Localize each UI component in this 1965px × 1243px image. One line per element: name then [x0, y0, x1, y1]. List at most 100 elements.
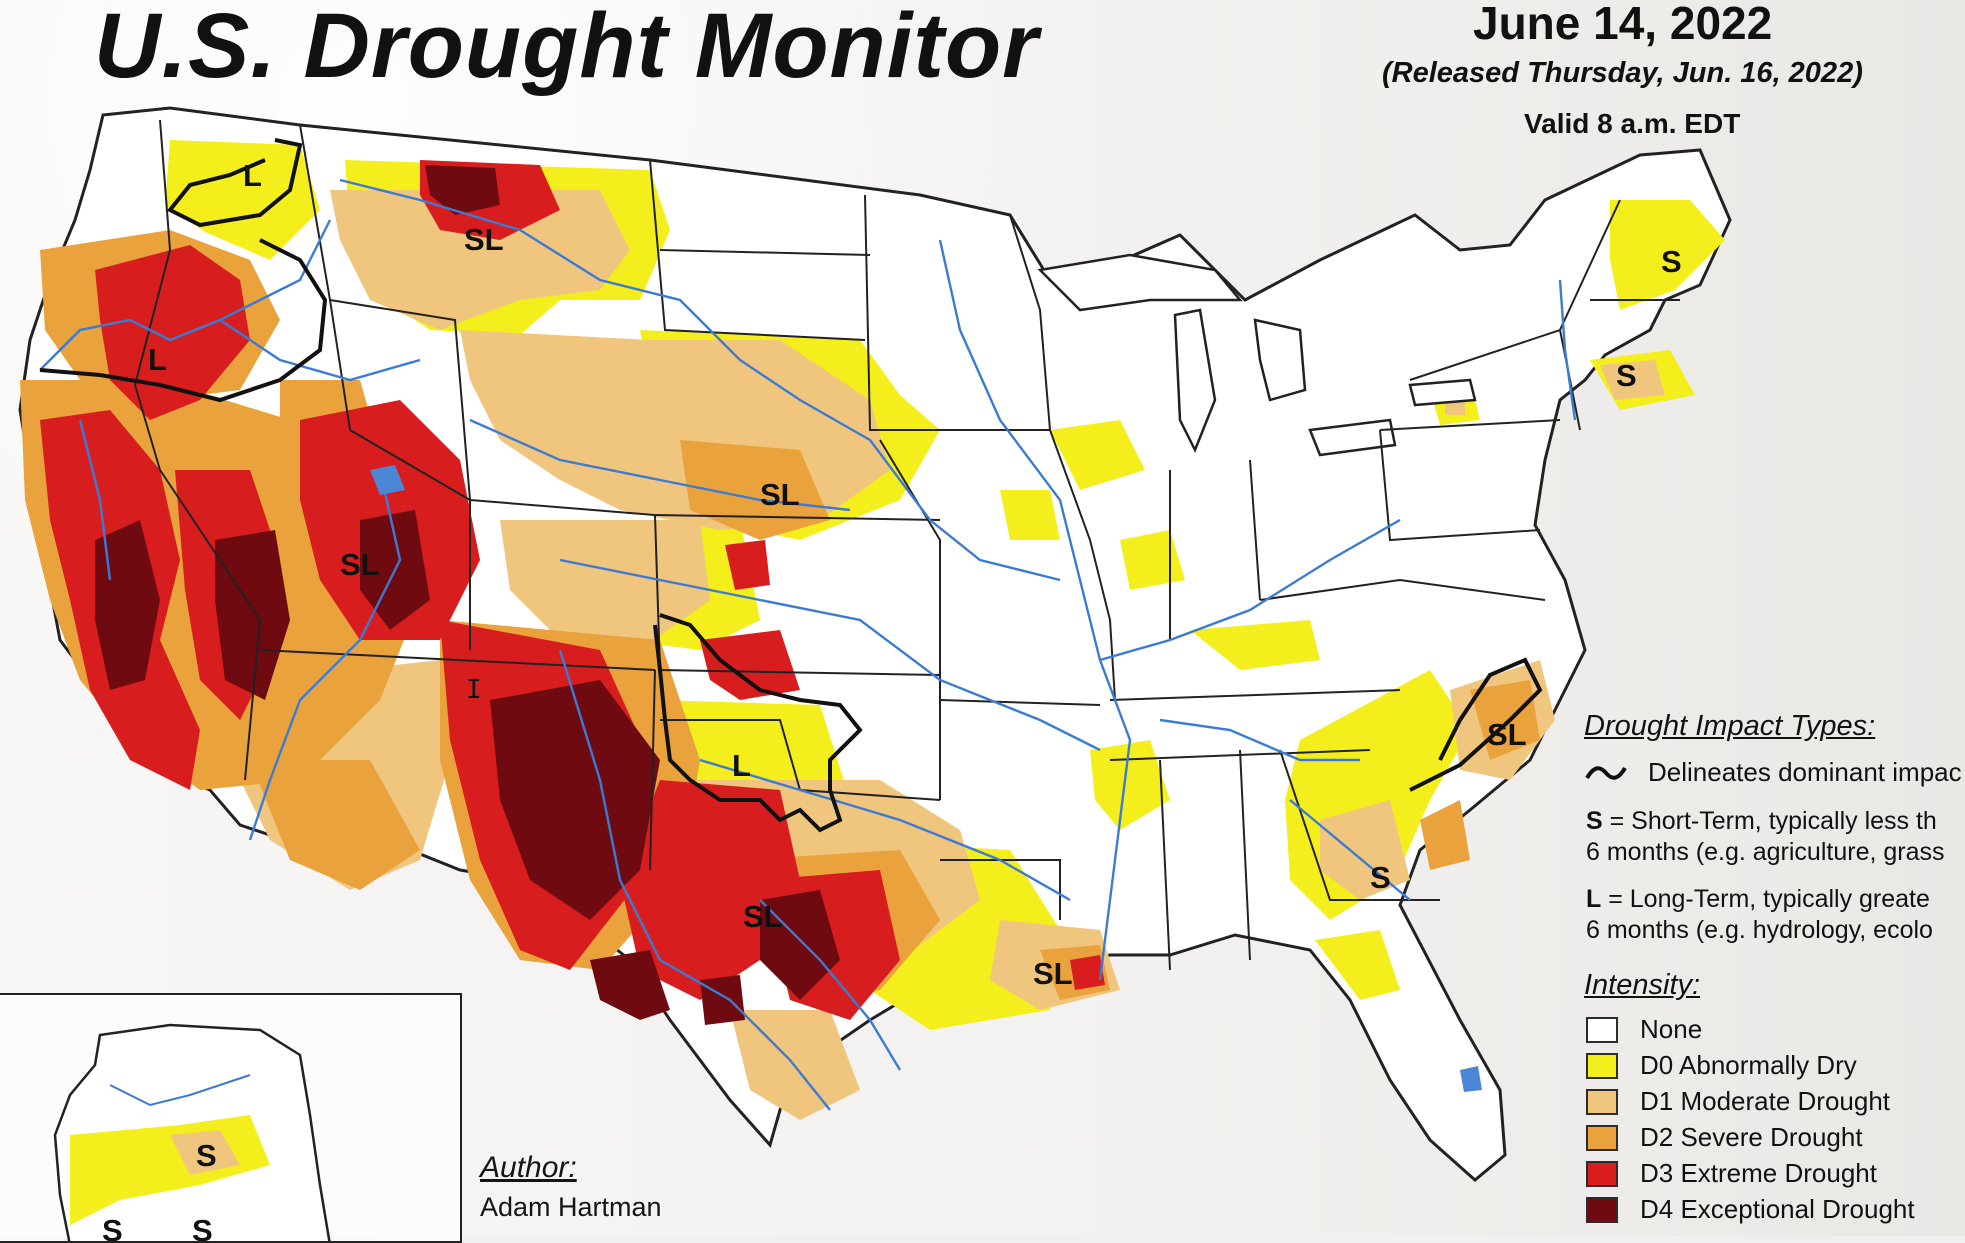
swatch-d1	[1586, 1088, 1618, 1115]
border-wisconsin	[1009, 214, 1051, 431]
label-tx-sl: SL	[743, 899, 783, 934]
impact-legend-title: Drought Impact Types:	[1584, 710, 1876, 742]
river-snake	[219, 319, 421, 382]
d0-patch-kentucky	[1190, 620, 1320, 670]
alaska-d1	[170, 1130, 240, 1175]
author-name: Adam Hartman	[480, 1192, 662, 1222]
river-tennessee	[1159, 718, 1360, 762]
label-me-s: S	[1661, 244, 1682, 279]
border-mississippi-alabama	[1159, 749, 1251, 971]
intensity-label-d0: D0 Abnormally Dry	[1640, 1050, 1857, 1080]
impact-legend-delineates: Delineates dominant impac	[1584, 757, 1962, 788]
lake-superior	[1037, 253, 1243, 312]
map-date: June 14, 2022	[1473, 0, 1773, 49]
intensity-item-d1: D1 Moderate Drought	[1586, 1086, 1890, 1117]
d4-patch-nevada	[215, 530, 290, 700]
impact-boundaries	[39, 138, 1543, 833]
lake-michigan	[1173, 308, 1217, 454]
border-arkansas-louisiana	[940, 859, 1061, 920]
river-brazos	[759, 899, 902, 1071]
river-red	[699, 758, 1071, 902]
d0-patch-illinois	[1000, 490, 1060, 540]
intensity-label-d2: D2 Severe Drought	[1640, 1122, 1863, 1152]
border-dakotas-ew	[649, 159, 866, 341]
lake-okeechobee	[1460, 1066, 1482, 1092]
d4-patch-new-mexico	[490, 680, 660, 920]
border-wyoming-west	[329, 299, 471, 501]
river-arkansas	[559, 558, 1101, 752]
d1-patch-georgia	[1320, 800, 1410, 900]
intensity-label-d3: D3 Extreme Drought	[1640, 1158, 1877, 1188]
river-columbia	[39, 219, 332, 371]
short-term-line2: 6 months (e.g. agriculture, grass	[1586, 838, 1945, 866]
border-missouri-arkansas	[939, 699, 1101, 706]
d3-patch-idaho	[395, 425, 430, 460]
river-sacramento	[78, 419, 112, 581]
border-virginia	[1259, 578, 1546, 601]
d0-patch-northwest	[165, 140, 320, 260]
border-pennsylvania	[1379, 419, 1561, 542]
lake-huron	[1253, 318, 1307, 402]
label-ma-s: S	[1616, 358, 1637, 393]
d3-patch-kansas	[700, 630, 800, 700]
d4-patch-texas-south	[700, 975, 745, 1025]
impact-line-oregon	[39, 238, 328, 403]
label-ga-s: S	[1370, 860, 1391, 895]
valid-time: Valid 8 a.m. EDT	[1524, 108, 1741, 139]
label-la-sl: SL	[1033, 956, 1073, 991]
border-illinois	[1049, 429, 1116, 701]
intensity-label-d1: D1 Moderate Drought	[1640, 1086, 1891, 1116]
d0-patch-new-england	[1610, 200, 1725, 310]
author-label: Author:	[480, 1151, 577, 1184]
border-new-mexico-east	[649, 669, 656, 871]
map-labels: L L SL SL SL L SL SL SL S S S	[148, 158, 1682, 991]
label-ut-sl: SL	[340, 547, 380, 582]
border-kentucky-tennessee	[1109, 689, 1401, 701]
great-lakes	[1037, 253, 1477, 457]
d0-patch-iowa	[1050, 420, 1145, 490]
border-west-northsouth	[133, 119, 262, 781]
alaska-inset: S S S	[0, 993, 462, 1243]
border-new-england	[1559, 199, 1680, 331]
label-ak-s2: S	[102, 1213, 123, 1243]
label-ak-s3: S	[192, 1213, 213, 1243]
impact-legend-short-term: S = Short-Term, typically less th 6 mont…	[1586, 806, 1945, 868]
label-ne-sl: SL	[760, 477, 800, 512]
impact-line-carolinas	[1409, 657, 1543, 792]
alaska-map: S S S	[53, 1023, 331, 1243]
label-ok-l: L	[732, 748, 751, 783]
label-or-l: L	[148, 342, 167, 377]
text-cursor-icon: I	[466, 675, 482, 705]
swatch-d0	[1586, 1052, 1618, 1079]
swatch-none	[1586, 1016, 1618, 1043]
d0-patch-mississippi	[1090, 740, 1170, 830]
d1-patch-idaho-montana	[330, 190, 630, 330]
d4-patch-texas-west	[590, 950, 670, 1020]
long-term-line1: = Long-Term, typically greate	[1601, 885, 1930, 913]
d3-patch-nebraska	[725, 540, 770, 590]
intensity-item-none: None	[1586, 1014, 1702, 1045]
swatch-d2	[1586, 1124, 1618, 1151]
river-colorado	[248, 469, 402, 841]
intensity-item-d4: D4 Exceptional Drought	[1586, 1194, 1915, 1225]
alaska-river	[109, 1074, 251, 1107]
border-iowa-missouri	[879, 439, 941, 800]
border-oklahoma-texas	[660, 719, 941, 801]
long-term-key: L	[1586, 885, 1602, 913]
d2-patch-nebraska	[680, 440, 830, 540]
border-minnesota-iowa	[864, 194, 1050, 431]
page-title: U.S. Drought Monitor	[94, 0, 1039, 97]
intensity-label-d4: D4 Exceptional Drought	[1640, 1194, 1915, 1224]
d1-patch-massachusetts	[1600, 360, 1665, 400]
short-term-key: S	[1586, 807, 1603, 835]
lake-erie	[1308, 418, 1397, 457]
border-north-south-dakota	[659, 249, 871, 256]
intensity-item-d3: D3 Extreme Drought	[1586, 1158, 1877, 1189]
d4-patch-texas-central	[760, 890, 840, 1000]
river-missouri	[339, 178, 1061, 582]
intensity-label-none: None	[1640, 1014, 1703, 1044]
river-hudson	[1558, 279, 1577, 421]
d3-patch-oregon	[95, 245, 250, 420]
intensity-item-d2: D2 Severe Drought	[1586, 1122, 1863, 1153]
